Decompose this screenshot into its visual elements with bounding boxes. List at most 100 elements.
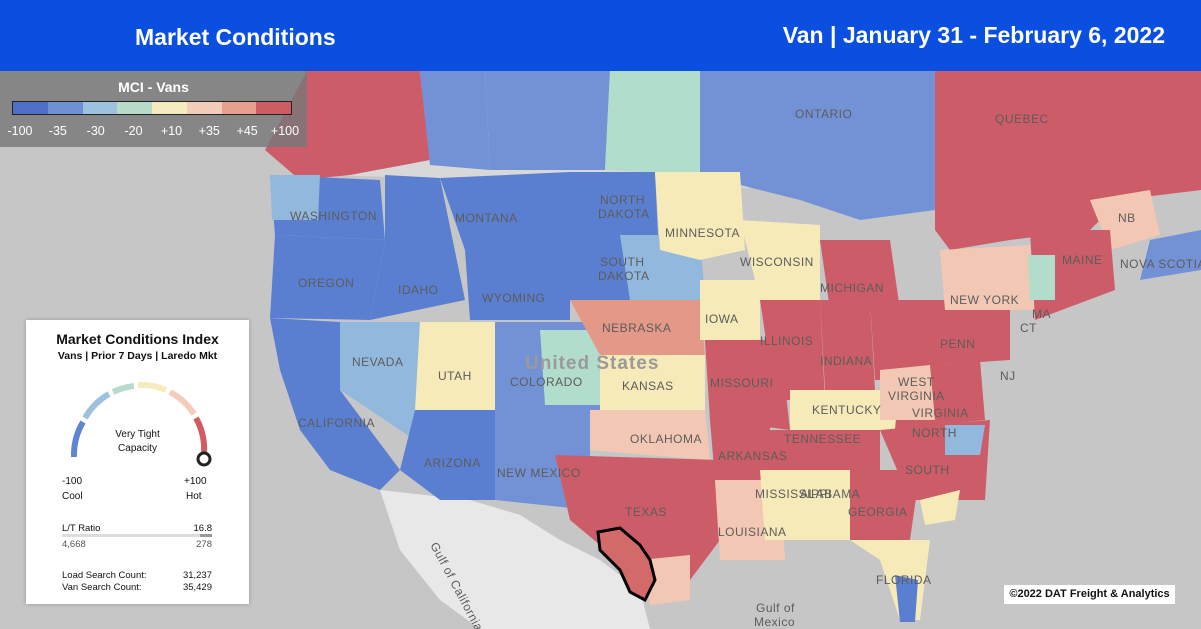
mci-gauge — [70, 381, 212, 467]
label-new-mexico: NEW MEXICO — [497, 466, 581, 480]
label-texas: TEXAS — [625, 505, 667, 519]
scale-tick: +10 — [160, 124, 183, 138]
scale-tick: +45 — [236, 124, 258, 138]
scale-swatch — [47, 102, 83, 114]
label-south-dakota-1: SOUTH — [600, 255, 645, 269]
label-south-dakota-2: DAKOTA — [598, 269, 649, 283]
utah-region — [415, 322, 500, 410]
label-penn: PENN — [940, 337, 975, 351]
laredo-market-outline — [596, 526, 657, 603]
header-banner: Market Conditions Van | January 31 - Feb… — [0, 0, 1201, 71]
gauge-arc-mint — [111, 383, 135, 395]
label-nb: NB — [1118, 211, 1136, 225]
nc-coast-region — [945, 425, 985, 455]
colorado-east-region — [540, 330, 600, 405]
label-wyoming: WYOMING — [482, 291, 546, 305]
scale-swatch — [82, 102, 118, 114]
label-missouri: MISSOURI — [710, 376, 773, 390]
gauge-needle — [196, 451, 212, 467]
illinois-region — [760, 300, 825, 400]
sask-region — [485, 71, 610, 170]
scale-title: MCI - Vans — [118, 79, 189, 95]
label-georgia: GEORGIA — [848, 505, 908, 519]
arizona-region — [400, 410, 495, 500]
min-value: -100 — [62, 476, 83, 487]
ne-mint-region — [1028, 255, 1055, 300]
wyoming-region — [465, 250, 570, 320]
scale-tick: -35 — [48, 124, 67, 138]
scale-bar — [12, 101, 292, 115]
gauge-label-line1: Very Tight — [115, 429, 160, 440]
gauge-arc-neutral — [137, 381, 168, 393]
market-map[interactable]: ONTARIO QUEBEC WASHINGTON MONTANA NORTH … — [0, 71, 1201, 629]
gauge-arc-cool — [70, 420, 86, 458]
gauge-arc-warm-light — [168, 389, 197, 416]
label-colorado: COLORADO — [510, 375, 583, 389]
manitoba-region — [605, 71, 700, 175]
date-range: Van | January 31 - February 6, 2022 — [782, 22, 1165, 48]
label-north-dakota-2: DAKOTA — [598, 207, 649, 221]
wisconsin-region — [740, 220, 820, 300]
alberta-region — [420, 71, 490, 170]
nd-region — [570, 172, 658, 235]
label-indiana: INDIANA — [820, 354, 872, 368]
mississippi-region — [760, 470, 800, 540]
label-idaho: IDAHO — [398, 283, 439, 297]
nebraska-region — [570, 300, 705, 355]
label-ct: CT — [1020, 321, 1037, 335]
label-new-york: NEW YORK — [950, 293, 1019, 307]
alabama-region — [800, 470, 850, 540]
scale-tick: -30 — [86, 124, 105, 138]
scale-swatch — [117, 102, 152, 114]
label-south-carolina: SOUTH — [905, 463, 950, 477]
lt-ratio-label: L/T Ratio — [62, 523, 101, 534]
load-search-value: 31,237 — [182, 570, 212, 581]
kentucky-region — [790, 390, 900, 430]
label-alabama: ALABAMA — [800, 487, 860, 501]
label-united-states: United States — [525, 353, 659, 374]
label-oregon: OREGON — [298, 276, 354, 290]
label-north-carolina: NORTH — [912, 426, 957, 440]
label-gulf-of-mexico-2: Mexico — [754, 615, 795, 629]
ny-region — [940, 245, 1035, 310]
sc-region — [920, 490, 960, 525]
truck-count-short: 278 — [196, 539, 212, 550]
max-label: Hot — [186, 491, 202, 502]
label-virginia: VIRGINIA — [912, 406, 969, 420]
label-arkansas: ARKANSAS — [718, 449, 787, 463]
scale-tick: -100 — [7, 124, 33, 138]
label-ontario: ONTARIO — [795, 107, 852, 121]
van-search-row: Van Search Count: 35,429 — [62, 582, 212, 593]
lt-ratio-value: 16.8 — [193, 523, 213, 534]
nevada-region — [340, 322, 420, 440]
scale-tick: -20 — [124, 124, 143, 138]
lt-ratio-row: L/T Ratio 16.8 — [62, 523, 212, 534]
scale-swatch — [186, 102, 222, 114]
mci-scale: MCI - Vans -100 -35 -30 -20 +10 +35 +45 +100 — [0, 71, 307, 147]
lt-ratio-bar — [62, 534, 212, 537]
michigan-region — [820, 240, 900, 310]
load-count-short: 4,668 — [62, 539, 86, 550]
gauge-arc-cool-light — [82, 391, 111, 420]
label-washington: WASHINGTON — [290, 209, 377, 223]
label-utah: UTAH — [438, 369, 472, 383]
ontario-region — [700, 71, 935, 220]
page-title: Market Conditions — [135, 24, 336, 50]
label-west-virginia-1: WEST — [898, 375, 935, 389]
tennessee-region — [760, 430, 880, 470]
lt-counts-row: 4,668 278 — [62, 539, 212, 550]
label-california: CALIFORNIA — [298, 416, 375, 430]
label-north-dakota-1: NORTH — [600, 193, 645, 207]
label-ma: MA — [1032, 307, 1051, 321]
load-search-row: Load Search Count: 31,237 — [62, 570, 212, 581]
quebec-region — [935, 71, 1201, 250]
label-oklahoma: OKLAHOMA — [630, 432, 702, 446]
label-maine: MAINE — [1062, 253, 1103, 267]
card-title: Market Conditions Index — [56, 331, 219, 347]
scale-swatch — [221, 102, 257, 114]
label-nova-scotia: NOVA SCOTIA — [1120, 257, 1201, 271]
scale-ticks: -100 -35 -30 -20 +10 +35 +45 +100 — [0, 124, 307, 140]
label-kentucky: KENTUCKY — [812, 403, 881, 417]
gauge-label: Very Tight Capacity — [26, 428, 249, 456]
label-nj: NJ — [1000, 369, 1016, 383]
